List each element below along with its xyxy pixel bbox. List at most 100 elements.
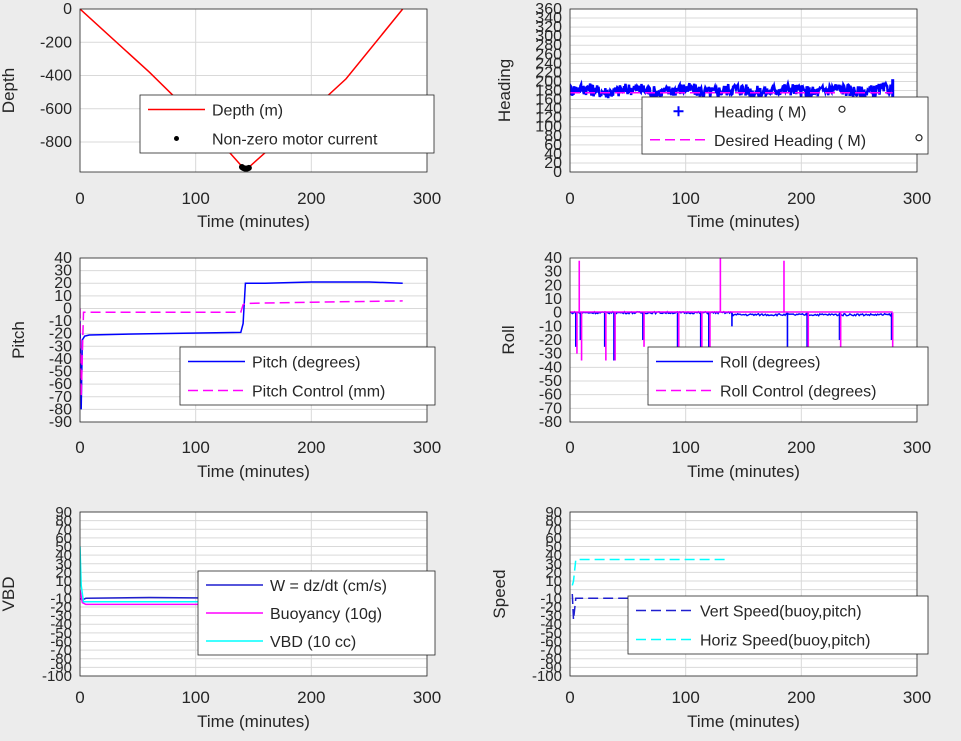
pitch-legend-label: Pitch (degrees) — [252, 355, 361, 372]
pitch-ytick-label: -30 — [49, 338, 72, 355]
vbd-ytick-label: -40 — [50, 616, 72, 633]
heading-ytick-label: 0 — [553, 164, 562, 181]
vbd-ytick-label: 70 — [55, 521, 72, 538]
vbd-ytick-label: -80 — [50, 651, 72, 668]
heading-ytick-label: 340 — [535, 10, 562, 27]
depth-legend-label: Depth (m) — [212, 103, 283, 120]
depth-ytick-label: -600 — [40, 101, 72, 118]
roll-legend-box — [647, 346, 929, 406]
speed-xtick-label: 100 — [671, 688, 699, 707]
speed-xtick-label: 300 — [903, 688, 931, 707]
heading-legend-label: Heading ( M) — [714, 104, 806, 121]
depth-ytick-label: -200 — [40, 34, 72, 51]
pitch-legend: Pitch (degrees) Pitch Control (mm) — [179, 346, 436, 406]
heading-legend: Heading ( M) Desired Heading ( M) — [641, 96, 929, 155]
degree-icon — [915, 134, 923, 142]
speed-ytick-label: -40 — [540, 616, 562, 633]
pitch-axes-frame — [79, 257, 428, 423]
heading-ytick-label: 60 — [544, 137, 562, 154]
vbd-ytick-label: -70 — [50, 642, 72, 659]
vbd-xtick-label: 300 — [413, 688, 441, 707]
heading-xtick-label: 300 — [903, 189, 931, 208]
vbd-ytick-label: 40 — [55, 547, 72, 564]
roll-ytick-label: 20 — [544, 277, 562, 294]
vbd-legend-label: VBD (10 cc) — [270, 634, 356, 651]
depth-xtick-label: 100 — [181, 189, 209, 208]
roll-xlabel: Time (minutes) — [687, 462, 800, 481]
speed-xlabel: Time (minutes) — [687, 712, 800, 731]
heading-ytick-label: 220 — [535, 64, 562, 81]
roll-ytick-label: -40 — [539, 359, 562, 376]
pitch-ytick-label: -60 — [49, 376, 72, 393]
speed-ytick-label: 50 — [545, 539, 562, 556]
roll-xtick-label: 0 — [565, 438, 574, 457]
roll-legend-label: Roll (degrees) — [720, 355, 820, 372]
roll-ytick-label: 0 — [553, 305, 562, 322]
heading-ytick-label: 180 — [535, 83, 562, 100]
roll-ytick-label: 10 — [544, 291, 562, 308]
vbd-axes: 9080706050403020100-10-20-30-40-50-60-70… — [0, 504, 441, 731]
heading-ytick-label: 40 — [544, 146, 562, 163]
pitch-ytick-label: 20 — [54, 275, 72, 292]
heading-xlabel: Time (minutes) — [687, 212, 800, 231]
depth-axes-frame — [79, 8, 428, 173]
speed-xtick-label: 200 — [787, 688, 815, 707]
speed-ytick-label: -30 — [540, 608, 562, 625]
depth-xlabel: Time (minutes) — [197, 212, 310, 231]
pitch-ytick-label: -40 — [49, 351, 72, 368]
speed-ytick-label: 60 — [545, 530, 562, 547]
speed-legend-label: Vert Speed(buoy,pitch) — [700, 604, 862, 621]
vbd-ytick-label: -60 — [50, 633, 72, 650]
vbd-legend-label: Buoyancy (10g) — [270, 606, 382, 623]
pitch-ytick-label: -90 — [49, 414, 72, 431]
speed-ytick-label: -80 — [540, 651, 562, 668]
heading-ytick-label: 260 — [535, 46, 562, 63]
heading-ytick-label: 360 — [535, 1, 562, 18]
pitch-ylabel: Pitch — [9, 321, 28, 359]
pitch-series-2-line — [80, 300, 403, 397]
vbd-ytick-label: 20 — [55, 564, 72, 581]
vbd-ytick-label: -90 — [50, 659, 72, 676]
speed-ytick-label: -60 — [540, 633, 562, 650]
pitch-ytick-label: 10 — [54, 288, 72, 305]
heading-legend-label: Desired Heading ( M) — [714, 133, 866, 150]
vbd-ylabel: VBD — [0, 577, 18, 612]
vbd-ytick-label: 60 — [55, 530, 72, 547]
speed-ytick-label: 40 — [545, 547, 562, 564]
roll-xtick-label: 100 — [671, 438, 699, 457]
heading-axes: 0204060801001201401601802002202402602803… — [495, 1, 931, 231]
vbd-legend-label: W = dz/dt (cm/s) — [270, 578, 387, 595]
pitch-xtick-label: 200 — [297, 438, 325, 457]
depth-ylabel: Depth — [0, 68, 18, 113]
pitch-ytick-label: 40 — [54, 250, 72, 267]
vbd-ytick-label: 0 — [64, 582, 72, 599]
depth-ytick-label: -800 — [40, 134, 72, 151]
pitch-xtick-label: 300 — [413, 438, 441, 457]
heading-legend-box — [641, 96, 929, 155]
roll-series-group — [570, 258, 894, 361]
degree-icon — [838, 105, 846, 113]
heading-ytick-label: 100 — [535, 119, 562, 136]
vbd-ytick-label: 50 — [55, 539, 72, 556]
speed-axes-frame — [569, 511, 918, 677]
speed-legend-box — [627, 595, 929, 655]
vbd-ytick-label: -30 — [50, 608, 72, 625]
vbd-legend: W = dz/dt (cm/s) Buoyancy (10g) VBD (10 cc… — [197, 570, 436, 656]
heading-ytick-label: 300 — [535, 28, 562, 45]
vbd-ytick-label: 90 — [55, 504, 72, 521]
speed-ytick-label: -90 — [540, 659, 562, 676]
roll-ytick-label: -70 — [539, 400, 562, 417]
heading-ytick-label: 240 — [535, 55, 562, 72]
speed-ytick-label: 0 — [554, 582, 562, 599]
roll-axes-frame — [569, 257, 918, 423]
speed-ytick-label: -70 — [540, 642, 562, 659]
depth-xtick-label: 0 — [75, 189, 84, 208]
roll-ytick-label: 40 — [544, 250, 562, 267]
roll-ytick-label: 30 — [544, 264, 562, 281]
speed-ytick-label: 80 — [545, 513, 562, 530]
speed-ytick-label: -20 — [540, 599, 562, 616]
speed-legend-label: Horiz Speed(buoy,pitch) — [700, 633, 870, 650]
depth-ytick-label: -400 — [40, 68, 72, 85]
vbd-ytick-label: -20 — [50, 599, 72, 616]
pitch-series-1-line — [80, 281, 403, 410]
